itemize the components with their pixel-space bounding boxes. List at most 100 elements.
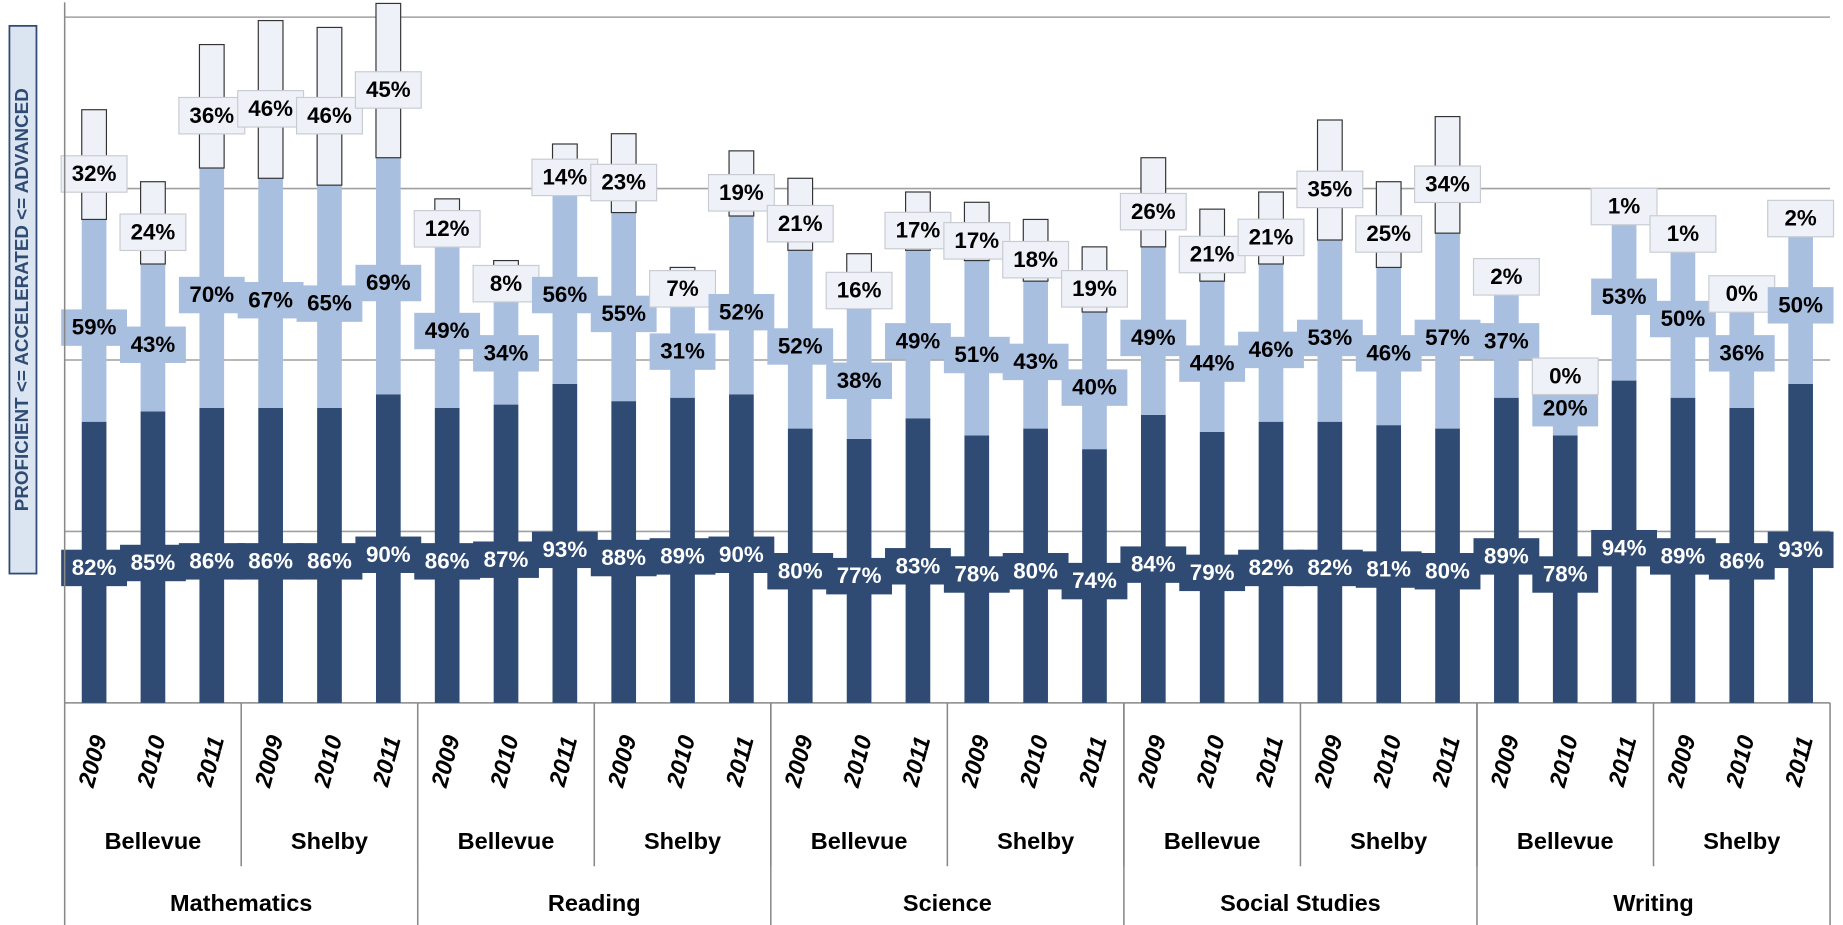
value-label-box — [1179, 554, 1246, 592]
value-label: 14% — [543, 164, 588, 189]
value-label-box — [355, 536, 422, 573]
value-label: 83% — [896, 553, 941, 578]
school-label: Shelby — [1350, 828, 1427, 854]
value-label-box — [767, 553, 834, 590]
value-label-box — [1355, 215, 1423, 253]
value-label: 17% — [896, 218, 941, 243]
school-label: Bellevue — [811, 828, 908, 854]
value-label-box — [707, 174, 775, 212]
x-tick-label: 2009 — [249, 733, 288, 791]
value-label: 65% — [307, 291, 352, 316]
value-label: 19% — [719, 180, 764, 205]
x-tick-label: 2011 — [191, 733, 229, 790]
value-label: 87% — [484, 547, 529, 572]
y-label-box — [8, 24, 38, 575]
value-label: 49% — [1131, 325, 1176, 350]
value-label-box — [1238, 549, 1304, 587]
value-label-box — [1061, 369, 1128, 406]
x-tick-label: 2011 — [544, 733, 582, 790]
value-label-box — [825, 271, 893, 310]
value-label-box — [1238, 331, 1304, 369]
x-tick-label: 2011 — [897, 733, 935, 790]
value-label-box — [1591, 278, 1657, 315]
value-label-box — [649, 270, 717, 308]
value-label-box — [767, 328, 834, 365]
value-label-box — [1473, 538, 1540, 575]
x-tick-label: 2009 — [1662, 733, 1701, 791]
x-tick-label: 2009 — [1485, 733, 1524, 791]
value-label-box — [295, 96, 363, 135]
x-tick-label: 2010 — [1014, 733, 1053, 791]
value-label: 16% — [837, 278, 882, 303]
value-label-box — [473, 335, 539, 372]
x-tick-label: 2009 — [1309, 733, 1348, 791]
school-label: Shelby — [291, 828, 368, 854]
value-label: 37% — [1484, 328, 1529, 353]
value-label-box — [1237, 218, 1305, 257]
value-label-box — [590, 295, 657, 333]
x-tick-label: 2011 — [720, 733, 758, 790]
value-label: 69% — [366, 270, 411, 295]
value-label-box — [178, 543, 245, 580]
school-label: Bellevue — [1164, 828, 1261, 854]
value-label: 34% — [484, 340, 529, 365]
x-tick-label: 2011 — [1780, 733, 1818, 790]
value-label: 8% — [490, 271, 522, 296]
value-label: 19% — [1072, 276, 1117, 301]
value-label-box — [296, 543, 363, 580]
x-tick-label: 2011 — [1426, 733, 1464, 790]
x-tick-label: 2009 — [779, 733, 818, 791]
value-label: 57% — [1425, 325, 1470, 350]
value-label: 50% — [1778, 292, 1823, 317]
value-label: 21% — [1190, 242, 1235, 267]
school-label: Bellevue — [1517, 828, 1614, 854]
value-label: 93% — [543, 537, 588, 562]
x-tick-label: 2011 — [1250, 733, 1288, 790]
value-label: 89% — [660, 543, 705, 568]
value-label: 31% — [660, 339, 705, 364]
value-label-box — [1355, 551, 1422, 588]
value-label: 32% — [72, 161, 117, 186]
value-label: 53% — [1308, 325, 1353, 350]
value-label-box — [531, 158, 599, 197]
x-tick-label: 2010 — [308, 733, 347, 791]
value-label: 93% — [1778, 537, 1823, 562]
value-label: 84% — [1131, 552, 1176, 577]
value-label: 90% — [719, 542, 764, 567]
value-label-box — [1414, 553, 1481, 590]
x-tick-label: 2010 — [838, 733, 877, 791]
value-label: 26% — [1131, 199, 1176, 224]
value-label: 12% — [425, 216, 470, 241]
subject-label: Science — [903, 890, 992, 916]
x-tick-label: 2010 — [1367, 733, 1406, 791]
value-label-box — [119, 213, 187, 252]
value-label: 80% — [1013, 558, 1058, 583]
value-label: 34% — [1425, 171, 1470, 196]
value-label: 35% — [1308, 176, 1353, 201]
value-label: 1% — [1667, 221, 1699, 246]
x-tick-label: 2010 — [485, 733, 524, 791]
value-label-box — [1002, 343, 1069, 381]
value-label-box — [473, 541, 539, 578]
value-label: 24% — [131, 219, 176, 244]
value-label: 7% — [666, 276, 698, 301]
value-label: 88% — [601, 545, 646, 570]
value-label-box — [1767, 287, 1834, 324]
x-tick-label: 2011 — [1073, 733, 1111, 790]
value-label-box — [120, 326, 186, 363]
value-label-box — [1355, 335, 1422, 372]
value-label: 70% — [189, 282, 234, 307]
value-label: 18% — [1013, 247, 1058, 272]
value-label: 77% — [837, 563, 882, 588]
value-label: 82% — [1249, 555, 1294, 580]
school-label: Shelby — [644, 828, 721, 854]
value-label: 43% — [131, 332, 176, 357]
school-label: Bellevue — [105, 828, 202, 854]
value-label: 40% — [1072, 375, 1117, 400]
value-label-box — [61, 309, 128, 346]
value-label: 78% — [1543, 562, 1588, 587]
subject-label: Writing — [1613, 890, 1694, 916]
value-label: 36% — [189, 103, 234, 128]
value-label: 94% — [1602, 535, 1647, 560]
value-label: 38% — [837, 368, 882, 393]
